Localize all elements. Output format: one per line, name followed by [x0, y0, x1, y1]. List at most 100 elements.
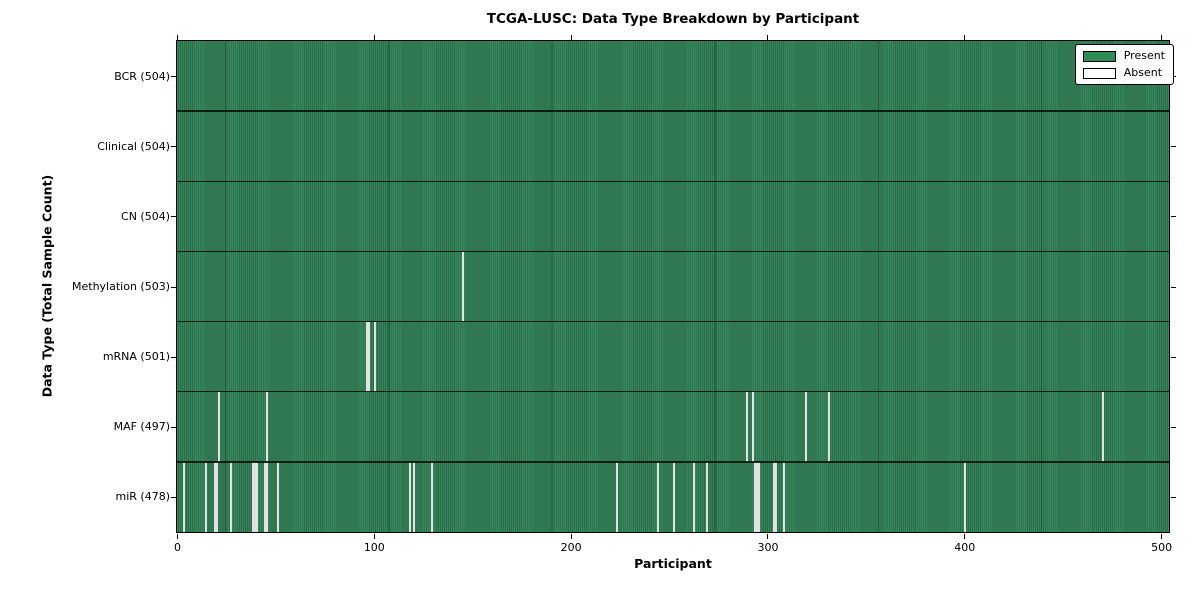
absent-stripe: [828, 391, 831, 462]
xtick-label-100: 100: [363, 541, 385, 554]
absent-stripe: [182, 461, 185, 532]
absent-stripe: [964, 461, 967, 532]
ytick-label-maf: MAF (497): [113, 420, 170, 434]
xtick-top: [177, 35, 178, 40]
xtick-label-400: 400: [954, 541, 976, 554]
heatmap-row-cn: [177, 181, 1169, 252]
ytick-right: [1171, 216, 1176, 218]
absent-stripe: [673, 461, 675, 532]
ytick-right: [1171, 496, 1176, 498]
absent-stripe: [757, 461, 760, 532]
absent-stripe: [218, 391, 221, 462]
absent-stripe: [783, 461, 786, 532]
absent-stripe: [251, 461, 254, 532]
heatmap-row-clinical: [177, 111, 1169, 182]
ytick-label-mrna: mRNA (501): [102, 350, 170, 364]
absent-stripe: [265, 461, 268, 532]
absent-stripe: [745, 391, 748, 462]
ytick-left: [171, 426, 176, 428]
ytick-left: [171, 146, 176, 148]
absent-stripe: [216, 461, 219, 532]
heatmap-plot-area: [176, 40, 1170, 533]
xtick-bottom: [1161, 534, 1163, 539]
absent-stripe: [462, 251, 465, 322]
xtick-label-200: 200: [560, 541, 582, 554]
absent-stripe: [773, 461, 776, 532]
present-swatch-icon: [1082, 50, 1116, 62]
absent-stripe: [253, 461, 256, 532]
xtick-label-0: 0: [174, 541, 181, 554]
xtick-bottom: [570, 534, 572, 539]
heatmap-row-maf: [177, 391, 1169, 462]
absent-stripe: [365, 321, 368, 392]
legend-entry-present: Present: [1082, 49, 1165, 62]
ytick-label-mir: miR (478): [115, 490, 171, 504]
x-axis-title: Participant: [634, 556, 712, 571]
xtick-top: [964, 35, 966, 40]
xtick-top: [767, 35, 769, 40]
absent-stripe: [230, 461, 233, 532]
xtick-bottom: [964, 534, 966, 539]
absent-stripe: [615, 461, 618, 532]
legend-label-present: Present: [1123, 49, 1165, 62]
ytick-label-methylation: Methylation (503): [72, 280, 170, 293]
absent-stripe: [255, 461, 258, 532]
absent-stripe: [265, 391, 268, 462]
xtick-label-300: 300: [757, 541, 779, 554]
absent-stripe: [706, 461, 709, 532]
absent-stripe: [1102, 391, 1105, 462]
row-divider: [177, 320, 1169, 323]
absent-stripe: [413, 461, 416, 532]
heatmap-row-mir: [177, 461, 1169, 532]
row-divider: [177, 180, 1169, 182]
absent-stripe: [214, 461, 217, 532]
y-axis-title: Data Type (Total Sample Count): [39, 174, 55, 398]
ytick-left: [171, 76, 176, 78]
ytick-left: [171, 216, 176, 218]
ytick-left: [171, 286, 176, 288]
heatmap-row-methylation: [177, 251, 1169, 322]
xtick-bottom: [767, 534, 769, 539]
absent-stripe: [751, 391, 754, 462]
absent-stripe: [755, 461, 758, 532]
legend-entry-absent: Absent: [1082, 66, 1165, 79]
xtick-bottom: [373, 534, 375, 539]
absent-stripe: [409, 461, 412, 532]
absent-stripe: [775, 461, 778, 532]
absent-stripe: [263, 461, 266, 532]
row-divider: [177, 461, 1169, 463]
xtick-top: [570, 35, 572, 40]
absent-stripe: [692, 461, 695, 532]
ytick-label-clinical: Clinical (504): [97, 139, 170, 153]
ytick-label-cn: CN (504): [121, 209, 170, 223]
legend-label-absent: Absent: [1123, 66, 1163, 79]
ytick-left: [171, 496, 176, 498]
ytick-right: [1171, 356, 1176, 358]
absent-swatch-icon: [1082, 67, 1116, 79]
chart-title: TCGA-LUSC: Data Type Breakdown by Partic…: [486, 11, 860, 27]
absent-stripe: [430, 461, 433, 532]
ytick-right: [1171, 426, 1176, 428]
ytick-label-bcr: BCR (504): [114, 69, 170, 83]
ytick-right: [1171, 146, 1176, 148]
ytick-right: [1171, 286, 1176, 288]
absent-stripe: [753, 461, 756, 532]
absent-stripe: [804, 391, 807, 462]
absent-stripe: [373, 321, 376, 392]
absent-stripe: [204, 461, 207, 532]
row-divider: [177, 110, 1169, 112]
xtick-top: [1161, 35, 1163, 40]
absent-stripe: [277, 461, 280, 532]
row-divider: [177, 250, 1169, 253]
heatmap-row-mrna: [177, 321, 1169, 392]
row-divider: [177, 391, 1169, 393]
xtick-bottom: [177, 534, 178, 539]
xtick-label-500: 500: [1151, 541, 1173, 554]
ytick-left: [171, 356, 176, 358]
xtick-top: [373, 35, 375, 40]
legend: Present Absent: [1074, 44, 1174, 85]
absent-stripe: [657, 461, 660, 532]
heatmap-row-bcr: [177, 41, 1169, 112]
absent-stripe: [367, 321, 370, 392]
